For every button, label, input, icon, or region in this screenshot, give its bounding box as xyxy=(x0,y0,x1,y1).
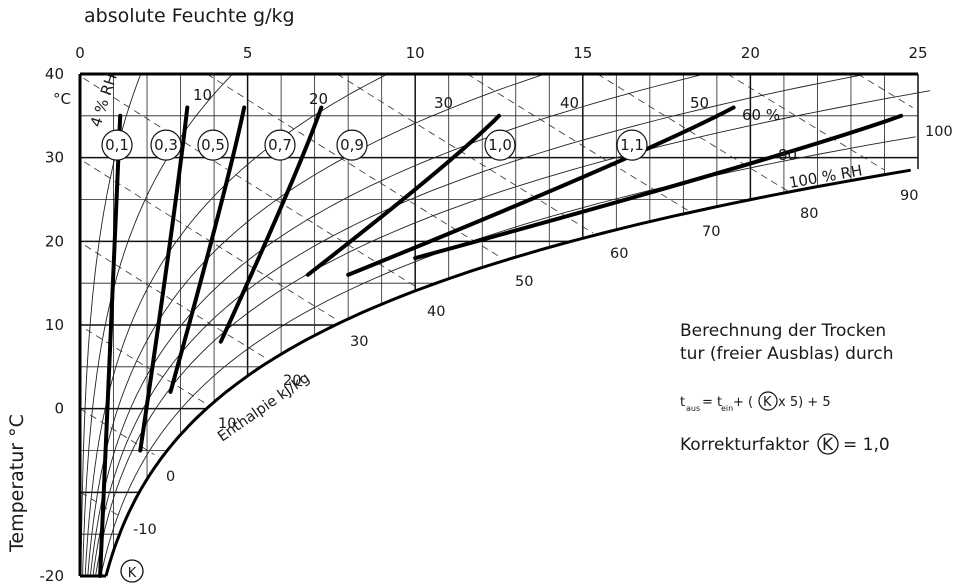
rh-label: 40 xyxy=(560,94,579,112)
formula-t: t xyxy=(680,395,685,410)
enthalpy-line xyxy=(467,73,691,213)
k-line-1,0 xyxy=(346,105,736,277)
enthalpy-label: 0 xyxy=(166,469,175,485)
enthalpy-label: 90 xyxy=(900,188,918,204)
enthalpy-lines xyxy=(79,73,913,518)
formula-ein: ein xyxy=(721,404,733,413)
enthalpy-line xyxy=(80,491,122,518)
enthalpy-line xyxy=(336,73,594,234)
correction-k-circle xyxy=(817,433,839,455)
enthalpy-label: 40 xyxy=(427,304,445,320)
rh-label: 10 xyxy=(193,86,212,104)
formula-aus: aus xyxy=(686,404,700,413)
enthalpy-label: 50 xyxy=(515,274,533,290)
formula-rest-b: x 5) + 5 xyxy=(778,395,831,410)
k-label: 0,5 xyxy=(201,136,225,154)
y-tick-label: 30 xyxy=(45,149,64,167)
k-label: 0,9 xyxy=(340,136,364,154)
correction-factor-lines: 0,1 0,3 0,5 0,7 0,9 1,0 1,1 xyxy=(98,105,904,578)
enthalpy-line xyxy=(206,73,503,259)
rh-label: 50 xyxy=(690,94,709,112)
formula-k-circle xyxy=(758,391,778,411)
x-tick-label: 10 xyxy=(406,44,425,62)
rh-curve-80 xyxy=(100,136,916,577)
k-label: 1,1 xyxy=(620,136,644,154)
k-label-circle xyxy=(264,129,296,161)
rh-label: 100 % RH xyxy=(788,161,864,192)
annotation-line-2: tur (freier Ausblas) durch xyxy=(680,344,894,364)
k-line-0,7 xyxy=(218,105,324,344)
y-axis-title: Temperatur °C xyxy=(6,414,28,553)
k-line-0,5 xyxy=(168,105,247,394)
enthalpy-label: 60 xyxy=(610,246,628,262)
enthalpy-line xyxy=(727,73,886,171)
k-symbol: K xyxy=(128,566,137,581)
correction-k: K xyxy=(822,435,834,455)
enthalpy-label: 30 xyxy=(350,334,368,350)
rh-label: 80 xyxy=(778,146,797,164)
y-tick-label: 40 xyxy=(45,65,64,83)
rh-label: 4 % RH xyxy=(87,71,121,129)
chart-frame xyxy=(78,72,918,578)
k-label-circle xyxy=(101,129,133,161)
k-line-0,3 xyxy=(138,105,190,453)
enthalpy-label: 10 xyxy=(218,416,236,432)
rh-curve-50 xyxy=(92,73,867,577)
y-unit-label: °C xyxy=(53,90,71,108)
k-line-1,1 xyxy=(413,113,904,261)
chart-labels: 0 5 10 15 20 25 -20 0 10 20 30 40 4 % RH 10 20 30 40 50 60… xyxy=(40,44,953,585)
k-label-circle xyxy=(150,129,182,161)
rh-label: 20 xyxy=(309,90,328,108)
k-symbol-circle xyxy=(120,559,144,583)
enthalpy-label: 20 xyxy=(283,373,301,389)
k-label-circle xyxy=(197,129,229,161)
enthalpy-label: 70 xyxy=(702,224,720,240)
correction-factor: Korrekturfaktor K = 1,0 xyxy=(680,433,890,455)
y-tick-label: 0 xyxy=(54,400,64,418)
k-label: 0,1 xyxy=(105,136,129,154)
formula-rest-a: + ( xyxy=(733,395,753,410)
enthalpy-label: 100 xyxy=(925,124,953,140)
x-tick-label: 15 xyxy=(573,44,592,62)
correction-text: Korrekturfaktor xyxy=(680,435,809,455)
y-tick-label: 10 xyxy=(45,316,64,334)
rh-label: 60 % xyxy=(742,106,780,124)
formula-eq: = t xyxy=(702,395,722,410)
k-label-circle xyxy=(484,129,516,161)
enthalpy-axis-title: Enthalpie kJ/kg xyxy=(215,370,313,445)
rh-curve-20 xyxy=(84,73,388,577)
y-tick-label: 20 xyxy=(45,232,64,250)
enthalpy-label: 80 xyxy=(800,206,818,222)
x-axis-title: absolute Feuchte g/kg xyxy=(84,5,295,27)
k-line-0,1 xyxy=(98,113,123,578)
y-tick-label: -20 xyxy=(40,567,65,583)
x-tick-label: 20 xyxy=(741,44,760,62)
saturation-curve xyxy=(104,168,911,577)
k-label: 1,0 xyxy=(488,136,512,154)
formula: t aus = t ein + ( K x 5) + 5 xyxy=(680,391,831,413)
enthalpy-line xyxy=(857,73,913,108)
x-tick-label: 0 xyxy=(75,44,85,62)
correction-value: = 1,0 xyxy=(843,435,890,455)
rh-label: 30 xyxy=(434,94,453,112)
x-tick-label: 5 xyxy=(243,44,253,62)
enthalpy-line xyxy=(597,73,789,192)
k-line-0,9 xyxy=(305,113,501,277)
k-label: 0,7 xyxy=(268,136,292,154)
x-tick-label: 25 xyxy=(908,44,927,62)
enthalpy-label: -10 xyxy=(133,522,157,538)
k-label-circle xyxy=(616,129,648,161)
formula-k: K xyxy=(763,395,772,410)
k-label-circle xyxy=(336,129,368,161)
enthalpy-line xyxy=(83,77,418,288)
annotation-line-1: Berechnung der Trocken xyxy=(680,321,886,341)
k-label: 0,3 xyxy=(154,136,178,154)
